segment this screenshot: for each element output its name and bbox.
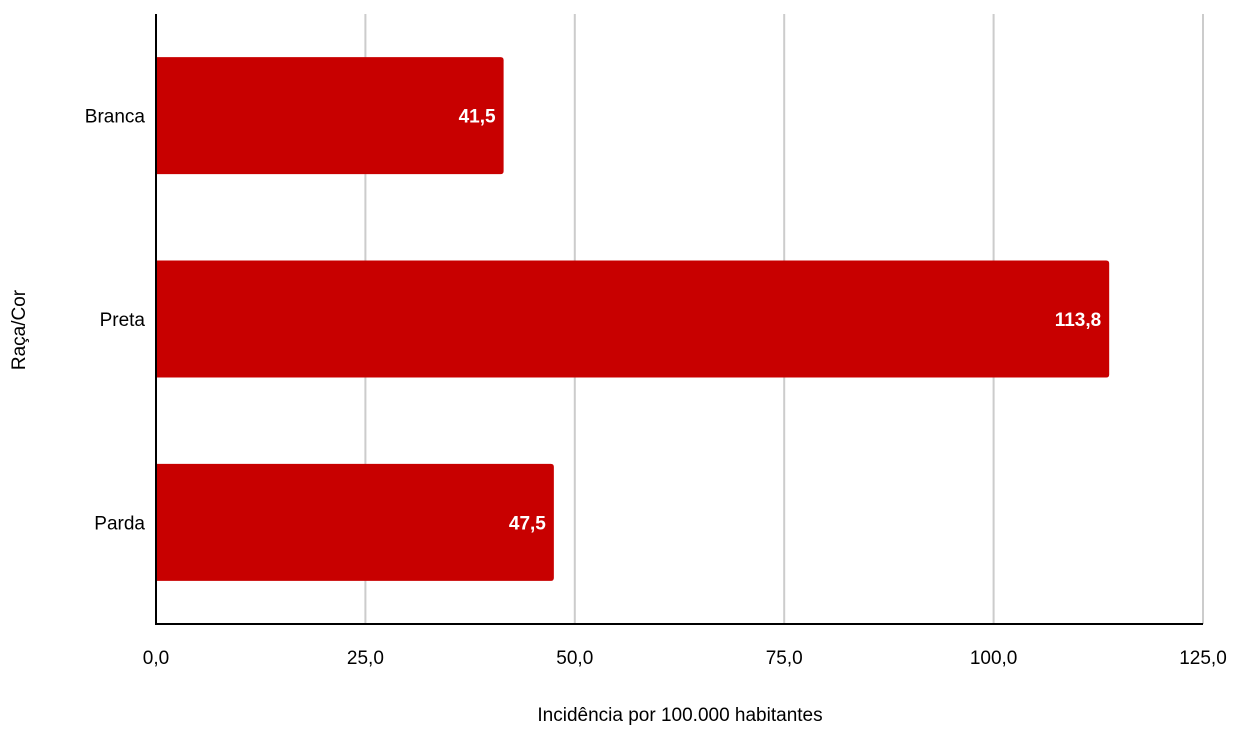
x-tick-label: 125,0 — [1179, 648, 1227, 669]
bar — [156, 463, 554, 581]
x-tick-label: 75,0 — [766, 648, 803, 669]
category-label: Parda — [94, 513, 145, 534]
x-tick-label: 100,0 — [970, 648, 1018, 669]
bars — [156, 57, 1110, 581]
bar-value-label: 41,5 — [459, 107, 496, 128]
axes — [155, 14, 1203, 625]
x-axis-title: Incidência por 100.000 habitantes — [537, 705, 822, 725]
bar-value-label: 113,8 — [1055, 310, 1102, 331]
bar — [156, 57, 504, 175]
bar — [156, 260, 1110, 378]
category-label: Branca — [85, 107, 146, 128]
x-tick-label: 50,0 — [556, 648, 593, 669]
x-tick-label: 25,0 — [347, 648, 384, 669]
bar-value-label: 47,5 — [509, 513, 546, 534]
x-tick-label: 0,0 — [143, 648, 169, 669]
y-axis-title: Raça/Cor — [9, 289, 30, 370]
category-label: Preta — [100, 310, 146, 331]
labels: 0,0 25,0 50,0 75,0 100,0 125,0 41,5 Branca 113,8… — [85, 107, 1227, 669]
